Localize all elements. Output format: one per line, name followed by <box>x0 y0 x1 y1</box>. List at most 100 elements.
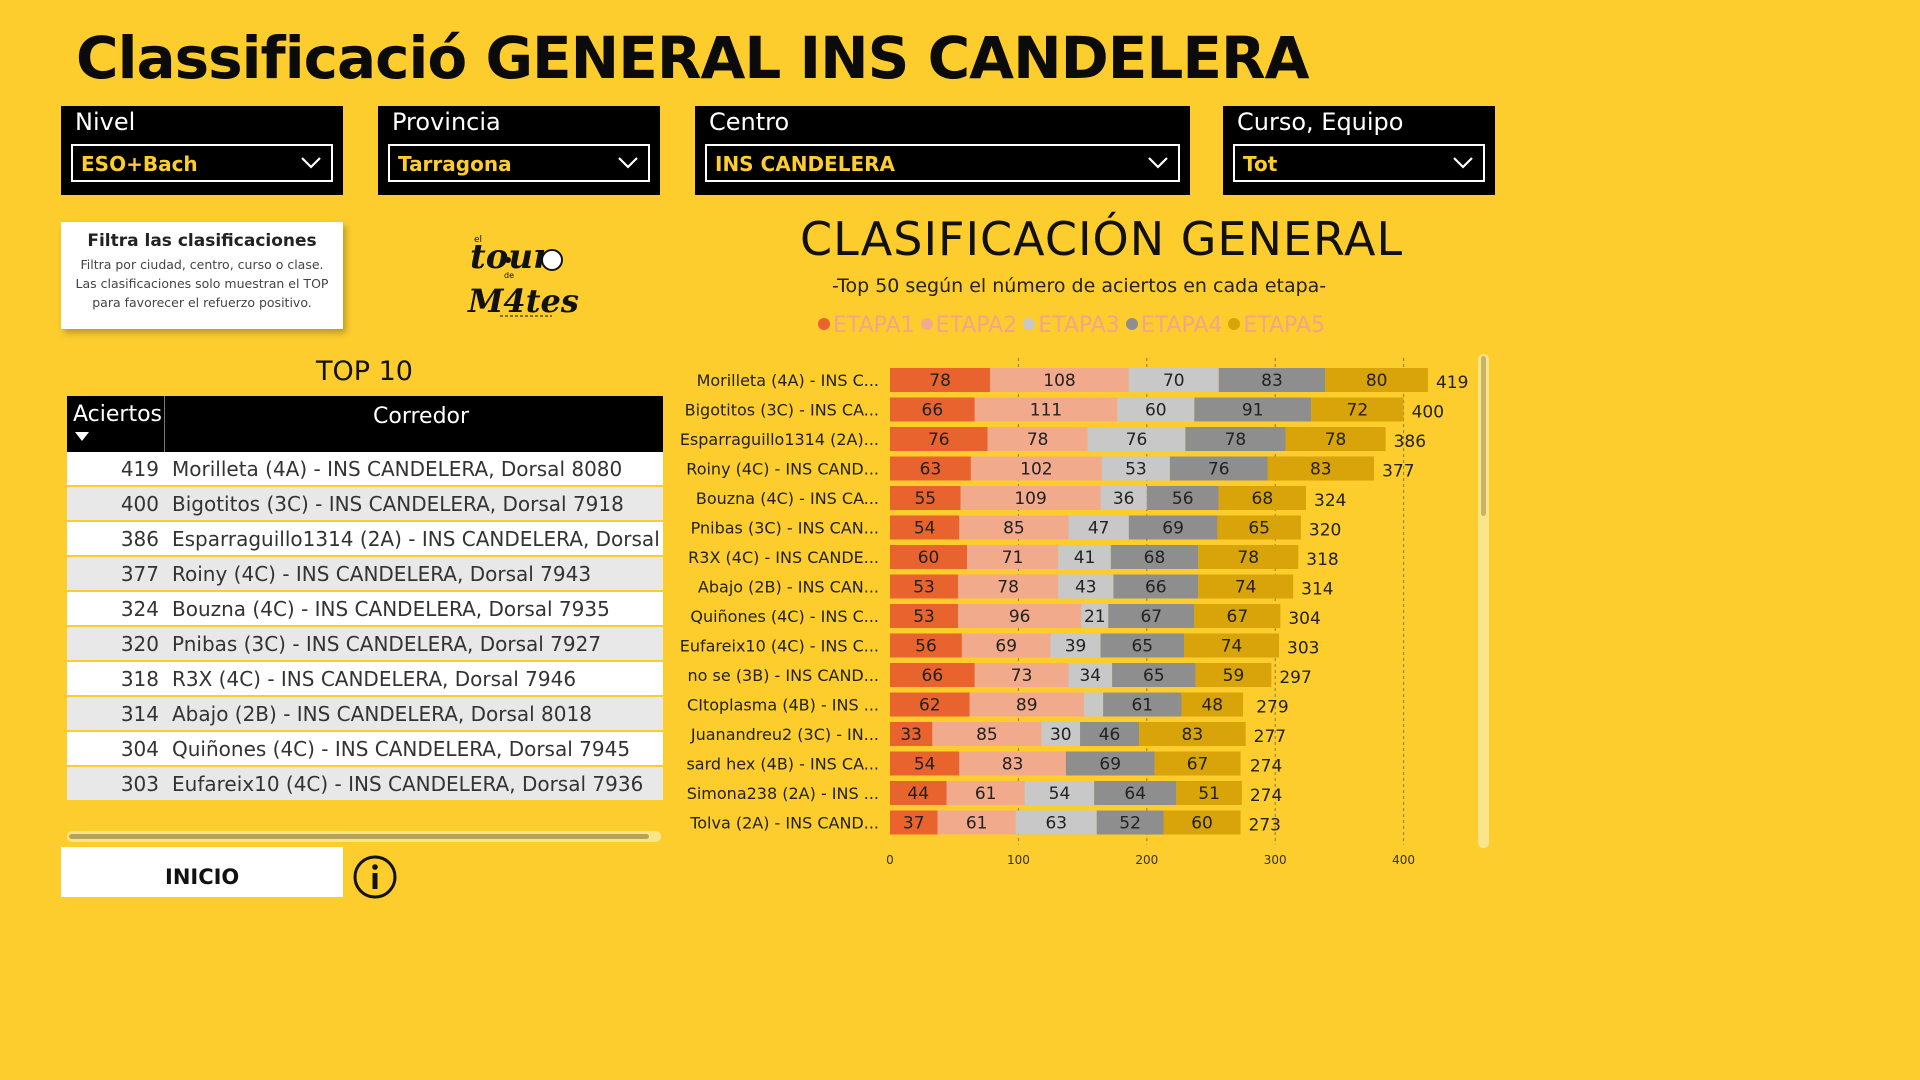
table-row[interactable]: 377 Roiny (4C) - INS CANDELERA, Dorsal 79… <box>67 557 663 592</box>
bar-total-label: 274 <box>1250 757 1282 777</box>
bar-segment <box>890 427 988 451</box>
chart-vertical-scrollbar[interactable] <box>1478 354 1489 848</box>
bar-segment <box>1058 574 1114 599</box>
x-tick-label: 0 <box>886 853 894 867</box>
column-header-corredor[interactable]: Corredor <box>373 404 470 429</box>
filter-nivel-dropdown[interactable]: ESO+Bach <box>71 144 333 182</box>
cell-aciertos: 318 <box>120 667 159 691</box>
table-row[interactable]: 303 Eufareix10 (4C) - INS CANDELERA, Dors… <box>67 767 663 800</box>
bar-data-label: 96 <box>1009 607 1031 627</box>
bar-data-label: 78 <box>997 578 1019 598</box>
inicio-button[interactable]: INICIO <box>61 847 397 899</box>
bar-data-label: 111 <box>1030 401 1062 421</box>
bar-data-label: 66 <box>922 401 944 421</box>
bar-segment <box>1128 368 1219 392</box>
filter-provincia-value: Tarragona <box>398 152 512 176</box>
scrollbar-thumb[interactable] <box>1481 356 1486 516</box>
table-row[interactable]: 314 Abajo (2B) - INS CANDELERA, Dorsal 80… <box>67 697 663 732</box>
bar-data-label: 34 <box>1079 666 1101 686</box>
bar-segment <box>890 604 959 628</box>
bar-data-label: 83 <box>1182 725 1204 745</box>
table-row[interactable]: 304 Quiñones (4C) - INS CANDELERA, Dorsal… <box>67 732 663 767</box>
bar-segment <box>1128 515 1218 540</box>
bar-segment <box>1101 456 1170 481</box>
bar-data-label: 60 <box>1191 814 1213 834</box>
cell-corredor: Eufareix10 (4C) - INS CANDELERA, Dorsal … <box>172 772 644 796</box>
legend-item[interactable]: ETAPA3 <box>1023 313 1120 338</box>
filter-curso-dropdown[interactable]: Tot <box>1233 144 1485 182</box>
bar-segment <box>974 397 1118 422</box>
top10-table: Aciertos Corredor 419 Morilleta (4A) - IN… <box>67 396 663 800</box>
y-category-label: Quiñones (4C) - INS C... <box>690 607 879 626</box>
legend-item[interactable]: ETAPA4 <box>1125 313 1222 338</box>
table-row[interactable]: 320 Pnibas (3C) - INS CANDELERA, Dorsal 7… <box>67 627 663 662</box>
bar-segment <box>959 751 1066 776</box>
legend-item[interactable]: ETAPA1 <box>818 313 915 338</box>
y-category-label: Tolva (2A) - INS CAND... <box>689 814 879 833</box>
bar-data-label: 69 <box>1099 755 1121 775</box>
bar-total-label: 320 <box>1309 521 1341 541</box>
bar-segment <box>1112 663 1196 687</box>
bar-data-label: 60 <box>918 548 940 568</box>
scrollbar-thumb[interactable] <box>69 834 649 839</box>
y-category-label: Bouzna (4C) - INS CA... <box>696 489 879 508</box>
table-row[interactable]: 400 Bigotitos (3C) - INS CANDELERA, Dorsa… <box>67 487 663 522</box>
table-row[interactable]: 318 R3X (4C) - INS CANDELERA, Dorsal 7946 <box>67 662 663 697</box>
bar-data-label: 54 <box>914 755 936 775</box>
cell-corredor: Roiny (4C) - INS CANDELERA, Dorsal 7943 <box>172 562 592 586</box>
bar-segment <box>1024 781 1095 805</box>
bar-data-label: 61 <box>966 814 988 834</box>
y-category-label: Abajo (2B) - INS CAN... <box>698 578 879 597</box>
bar-data-label: 67 <box>1227 607 1249 627</box>
bar-data-label: 62 <box>919 696 941 716</box>
bar-data-label: 83 <box>1002 755 1024 775</box>
bar-segment <box>1311 397 1404 422</box>
inicio-label: INICIO <box>165 865 240 889</box>
bar-data-label: 66 <box>1145 578 1167 598</box>
table-row[interactable]: 386 Esparraguillo1314 (2A) - INS CANDELER… <box>67 522 663 557</box>
legend-item[interactable]: ETAPA5 <box>1228 313 1325 338</box>
bar-segment <box>959 515 1069 540</box>
bar-data-label: 108 <box>1043 371 1075 391</box>
sort-descending-icon[interactable] <box>75 432 89 442</box>
table-header: Aciertos Corredor <box>67 396 663 452</box>
table-row[interactable]: 324 Bouzna (4C) - INS CANDELERA, Dorsal 7… <box>67 592 663 627</box>
bar-segment <box>1108 604 1195 628</box>
legend-item[interactable]: ETAPA2 <box>920 313 1017 338</box>
bar-total-label: 386 <box>1394 432 1426 452</box>
bar-segment <box>987 427 1088 451</box>
bar-segment <box>990 368 1129 392</box>
bar-data-label: 68 <box>1144 548 1166 568</box>
bar-data-label: 51 <box>1198 784 1220 804</box>
bar-total-label: 419 <box>1436 373 1468 393</box>
filter-provincia-dropdown[interactable]: Tarragona <box>388 144 650 182</box>
bar-segment <box>1325 368 1428 392</box>
bar-total-label: 304 <box>1288 609 1320 629</box>
bar-segment <box>1081 604 1109 628</box>
bar-data-label: 36 <box>1113 489 1135 509</box>
bar-data-label: 72 <box>1347 401 1369 421</box>
column-header-aciertos[interactable]: Aciertos <box>73 402 162 427</box>
bar-segment <box>1094 781 1177 805</box>
bar-segment <box>890 456 971 481</box>
bar-total-label: 274 <box>1250 786 1282 806</box>
chart-subtitle: -Top 50 según el número de aciertos en c… <box>832 275 1327 297</box>
bar-segment <box>890 515 960 540</box>
bar-data-label: 80 <box>1366 371 1388 391</box>
chevron-down-icon <box>618 157 638 169</box>
bar-segment <box>890 751 960 776</box>
table-row[interactable]: 419 Morilleta (4A) - INS CANDELERA, Dorsa… <box>67 452 663 487</box>
filter-centro: Centro INS CANDELERA <box>695 106 1190 195</box>
bar-data-label: 73 <box>1011 666 1033 686</box>
bar-segment <box>1117 397 1195 422</box>
filter-centro-dropdown[interactable]: INS CANDELERA <box>705 144 1180 182</box>
bar-data-label: 65 <box>1131 637 1153 657</box>
filter-nivel-value: ESO+Bach <box>81 152 198 176</box>
bar-data-label: 56 <box>915 637 937 657</box>
bar-data-label: 65 <box>1143 666 1165 686</box>
bar-segment <box>1103 692 1182 717</box>
bar-data-label: 71 <box>1002 548 1024 568</box>
table-horizontal-scrollbar[interactable] <box>67 831 661 842</box>
bar-segment <box>1181 692 1244 717</box>
cell-aciertos: 314 <box>120 702 159 726</box>
